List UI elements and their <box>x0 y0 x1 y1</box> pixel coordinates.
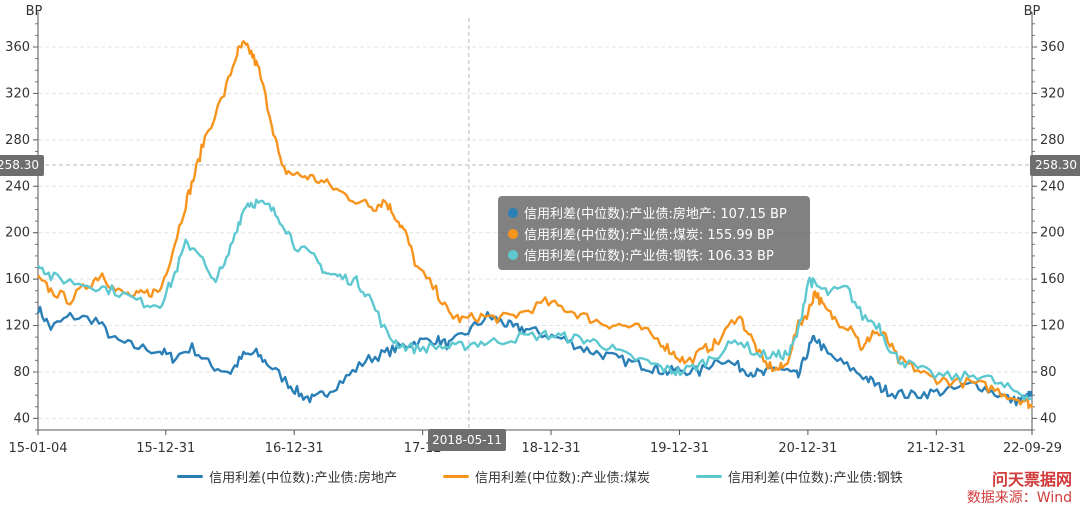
x-tick-label: 19-12-31 <box>650 441 709 456</box>
tooltip-dot-real-estate <box>508 207 518 218</box>
y-tick-label-right: 120 <box>1040 319 1065 334</box>
x-tick-label: 15-01-04 <box>8 441 67 456</box>
tooltip-row-steel: 信用利差(中位数):产业债:钢铁: 106.33 BP <box>508 244 800 265</box>
y-tick-label-left: 360 <box>5 40 30 55</box>
y-tick-label-right: 240 <box>1040 179 1065 194</box>
tooltip: 信用利差(中位数):产业债:房地产: 107.15 BP 信用利差(中位数):产… <box>498 196 810 270</box>
legend-item-steel[interactable]: 信用利差(中位数):产业债:钢铁 <box>695 465 903 487</box>
y-tick-label-left: 120 <box>5 319 30 334</box>
y-tick-label-right: 200 <box>1040 226 1065 241</box>
y-tick-label-right: 320 <box>1040 86 1065 101</box>
y-tick-label-left: 40 <box>13 411 30 426</box>
watermark-logo-text: 问天票据网 <box>991 470 1072 489</box>
y-unit-left: BP <box>26 4 43 19</box>
y-unit-right: BP <box>1024 4 1041 19</box>
tooltip-dot-steel <box>508 249 518 260</box>
y-tick-label-left: 160 <box>5 272 30 287</box>
hover-y-label-right: 258.30 <box>1030 155 1080 176</box>
legend-swatch-real-estate <box>177 474 204 478</box>
series-steel-line <box>37 198 1033 401</box>
legend-item-real-estate[interactable]: 信用利差(中位数):产业债:房地产 <box>177 465 397 487</box>
tooltip-dot-coal <box>508 228 518 239</box>
y-tick-label-right: 360 <box>1040 40 1065 55</box>
legend-label-coal: 信用利差(中位数):产业债:煤炭 <box>475 470 650 486</box>
series-coal-line <box>37 40 1034 410</box>
y-tick-label-left: 320 <box>5 86 30 101</box>
x-tick-label: 20-12-31 <box>778 441 837 456</box>
y-tick-label-left: 200 <box>5 226 30 241</box>
legend-label-steel: 信用利差(中位数):产业债:钢铁 <box>727 470 903 486</box>
x-tick-label: 16-12-31 <box>265 441 324 456</box>
y-tick-label-left: 280 <box>5 133 30 148</box>
tooltip-row-coal: 信用利差(中位数):产业债:煤炭: 155.99 BP <box>508 223 800 244</box>
source-watermark: 问天票据网 数据来源：Wind <box>942 471 1072 507</box>
hover-y-label-left: 258.30 <box>0 155 44 176</box>
y-tick-label-right: 160 <box>1040 272 1065 287</box>
y-tick-label-right: 80 <box>1040 365 1057 380</box>
tooltip-text-coal: 信用利差(中位数):产业债:煤炭: 155.99 BP <box>524 228 774 243</box>
tooltip-text-steel: 信用利差(中位数):产业债:钢铁: 106.33 BP <box>524 249 774 264</box>
x-tick-label: 15-12-31 <box>136 441 195 456</box>
tooltip-text-real-estate: 信用利差(中位数):产业债:房地产: 107.15 BP <box>524 207 787 222</box>
y-tick-label-left: 240 <box>5 179 30 194</box>
x-tick-label: 21-12-31 <box>907 441 966 456</box>
y-tick-label-right: 40 <box>1040 411 1057 426</box>
source-text: 数据来源：Wind <box>966 490 1072 506</box>
legend-item-coal[interactable]: 信用利差(中位数):产业债:煤炭 <box>443 465 650 487</box>
series-real-estate-line <box>36 305 1034 407</box>
legend: 信用利差(中位数):产业债:房地产 信用利差(中位数):产业债:煤炭 信用利差(… <box>0 465 1080 487</box>
y-tick-label-right: 280 <box>1040 133 1065 148</box>
legend-label-real-estate: 信用利差(中位数):产业债:房地产 <box>209 470 398 486</box>
x-tick-label: 18-12-31 <box>522 441 581 456</box>
tooltip-row-real-estate: 信用利差(中位数):产业债:房地产: 107.15 BP <box>508 202 800 223</box>
hover-x-label: 2018-05-11 <box>428 429 506 451</box>
x-tick-label: 22-09-29 <box>1003 441 1062 456</box>
legend-swatch-coal <box>443 474 470 478</box>
legend-swatch-steel <box>695 474 722 478</box>
y-tick-label-left: 80 <box>13 365 30 380</box>
